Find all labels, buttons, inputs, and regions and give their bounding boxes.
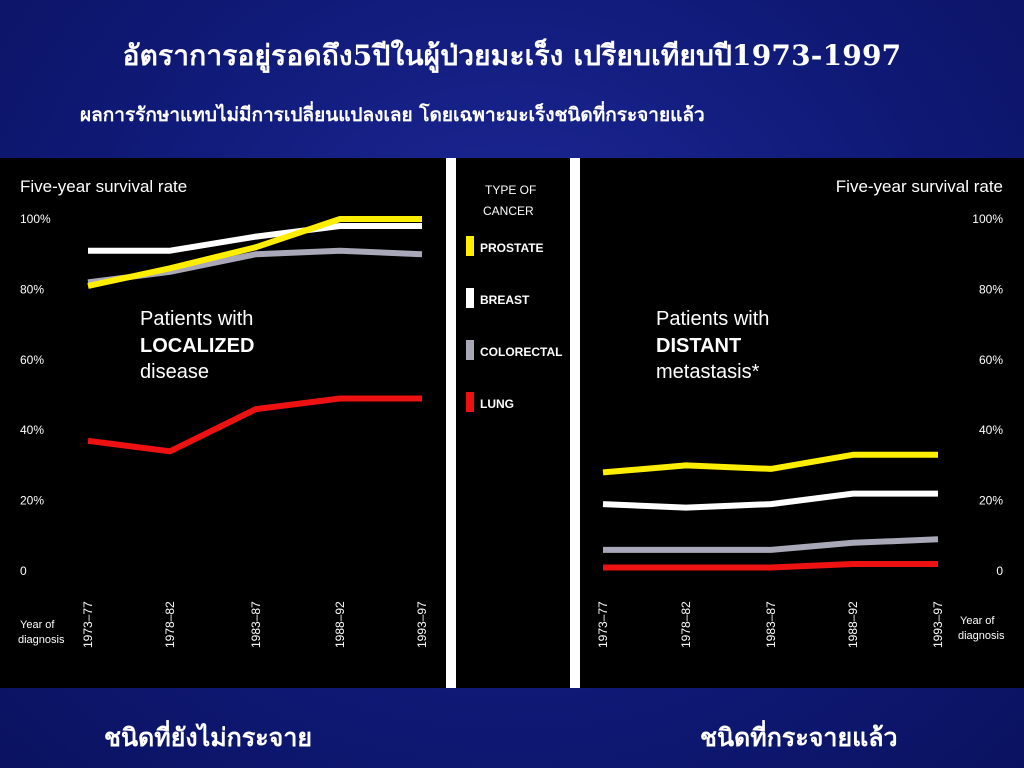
right-xtick-labels: 1973–77 1978–82 1983–87 1988–92 1993–97 <box>596 601 945 648</box>
right-panel-line3: metastasis* <box>656 361 760 383</box>
legend-swatch-prostate <box>466 236 474 256</box>
right-xlabel-line2: diagnosis <box>958 630 1005 642</box>
legend-label-prostate: PROSTATE <box>480 241 544 255</box>
left-ytick-0: 100% <box>20 212 51 226</box>
survival-rate-figure: Five-year survival rate 100% 80% 60% 40% 20%… <box>0 158 1024 688</box>
right-series-lung <box>603 561 938 571</box>
legend-swatch-breast <box>466 288 474 308</box>
distant-chart: Five-year survival rate 100% 80% 60% 40% 20%… <box>596 177 1005 648</box>
left-ytick-1: 80% <box>20 282 44 296</box>
divider-left <box>446 158 456 688</box>
divider-right <box>570 158 580 688</box>
legend-label-lung: LUNG <box>480 397 514 411</box>
legend-label-colorectal: COLORECTAL <box>480 345 562 359</box>
legend-swatch-colorectal <box>466 340 474 360</box>
left-panel-line3: disease <box>140 361 209 383</box>
left-xlabel-line1: Year of <box>20 619 55 631</box>
left-xtick-2: 1983–87 <box>249 601 263 648</box>
left-xlabel-line2: diagnosis <box>18 634 65 646</box>
left-ytick-3: 40% <box>20 423 44 437</box>
slide-title: อัตราการอยู่รอดถึง5ปีในผู้ป่วยมะเร็ง เปร… <box>122 39 902 72</box>
left-xtick-1: 1978–82 <box>163 601 177 648</box>
slide-subtitle: ผลการรักษาแทบไม่มีการเปลี่ยนแปลงเลย โดยเ… <box>80 104 705 126</box>
right-ytick-2: 60% <box>979 353 1003 367</box>
left-xtick-labels: 1973–77 1978–82 1983–87 1988–92 1993–97 <box>81 601 429 648</box>
left-series-lines <box>87 216 423 455</box>
right-xlabel-line1: Year of <box>960 615 995 627</box>
legend-item-colorectal: COLORECTAL <box>466 340 562 360</box>
left-series-lung <box>87 395 422 455</box>
left-ytick-2: 60% <box>20 353 44 367</box>
left-ytick-labels: 100% 80% 60% 40% 20% 0 <box>20 212 51 578</box>
right-series-colorectal <box>603 536 939 553</box>
right-xtick-3: 1988–92 <box>846 601 860 648</box>
right-series-prostate <box>602 451 938 476</box>
right-ytick-0: 100% <box>972 212 1003 226</box>
legend-item-prostate: PROSTATE <box>466 236 544 256</box>
legend: TYPE OF CANCER PROSTATE BREAST COLORECTA… <box>466 183 562 412</box>
left-panel-line2: LOCALIZED <box>140 335 254 357</box>
legend-label-breast: BREAST <box>480 293 530 307</box>
legend-swatch-lung <box>466 392 474 412</box>
survival-rate-svg: Five-year survival rate 100% 80% 60% 40% 20%… <box>18 158 1005 688</box>
legend-title-line2: CANCER <box>483 204 534 218</box>
left-panel-line1: Patients with <box>140 308 253 330</box>
left-xtick-3: 1988–92 <box>333 601 347 648</box>
caption-localized: ชนิดที่ยังไม่กระจาย <box>104 723 313 752</box>
localized-chart: Five-year survival rate 100% 80% 60% 40% 20%… <box>18 177 429 648</box>
left-series-breast <box>88 223 422 254</box>
right-ytick-4: 20% <box>979 494 1003 508</box>
right-panel-line2: DISTANT <box>656 335 741 357</box>
right-ytick-labels: 100% 80% 60% 40% 20% 0 <box>972 212 1003 578</box>
right-xtick-2: 1983–87 <box>764 601 778 648</box>
right-xtick-0: 1973–77 <box>596 601 610 648</box>
right-panel-line1: Patients with <box>656 308 769 330</box>
right-series-breast <box>602 490 938 511</box>
right-ytick-3: 40% <box>979 423 1003 437</box>
left-ylabel: Five-year survival rate <box>20 177 187 196</box>
left-ytick-4: 20% <box>20 494 44 508</box>
left-xtick-4: 1993–97 <box>415 601 429 648</box>
right-series-lines <box>602 451 939 571</box>
legend-item-breast: BREAST <box>466 288 530 308</box>
right-ytick-5: 0 <box>996 564 1003 578</box>
right-xtick-4: 1993–97 <box>931 601 945 648</box>
left-xtick-0: 1973–77 <box>81 601 95 648</box>
legend-title-line1: TYPE OF <box>485 183 536 197</box>
caption-distant: ชนิดที่กระจายแล้ว <box>700 723 898 752</box>
left-ytick-5: 0 <box>20 564 27 578</box>
right-ylabel: Five-year survival rate <box>836 177 1003 196</box>
legend-item-lung: LUNG <box>466 392 514 412</box>
right-xtick-1: 1978–82 <box>679 601 693 648</box>
left-series-prostate <box>87 216 422 289</box>
right-ytick-1: 80% <box>979 282 1003 296</box>
